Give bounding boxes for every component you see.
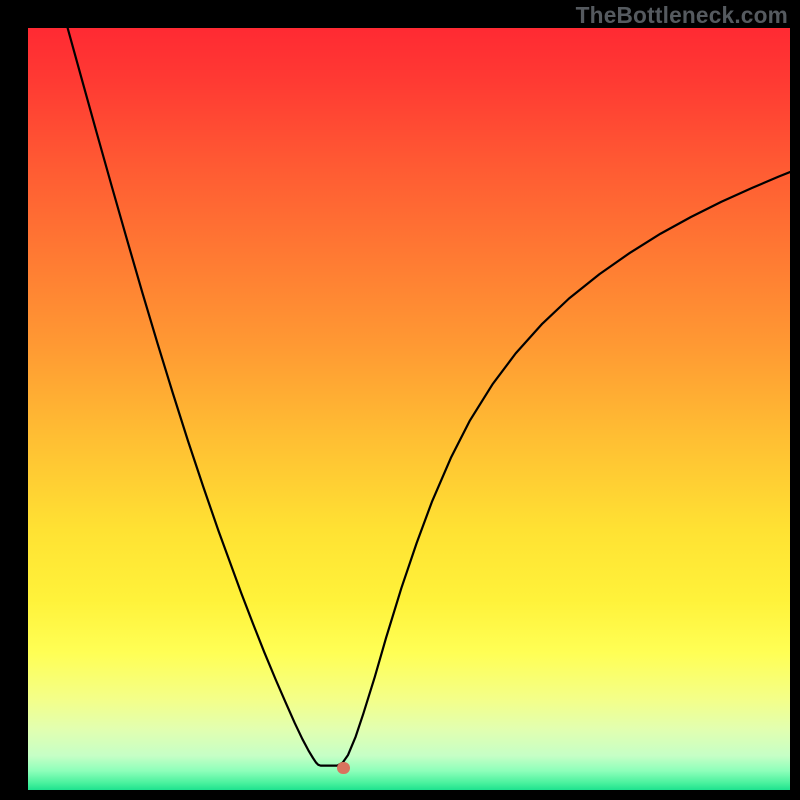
watermark-text: TheBottleneck.com bbox=[576, 2, 788, 29]
plot-area bbox=[28, 28, 790, 790]
bottleneck-curve bbox=[28, 28, 790, 790]
optimum-marker bbox=[337, 762, 350, 775]
